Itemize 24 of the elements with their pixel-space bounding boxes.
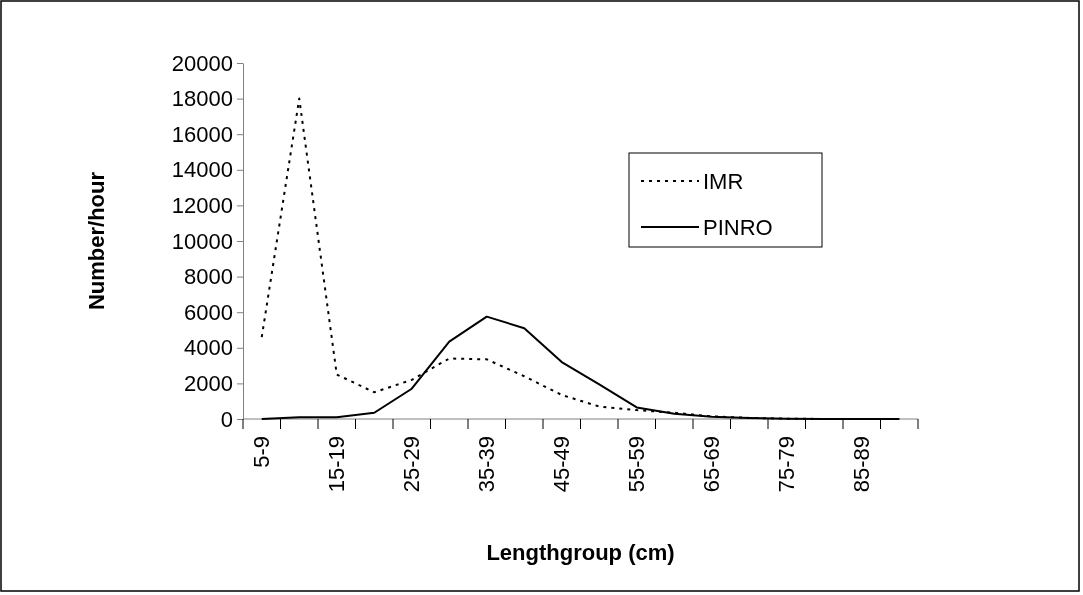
- y-axis-title: Number/hour: [84, 171, 109, 311]
- legend-label: IMR: [703, 169, 744, 194]
- x-tick-label: 35-39: [473, 436, 499, 493]
- y-tick-label: 8000: [184, 264, 233, 290]
- x-tick-label: 75-79: [773, 436, 799, 493]
- y-tick-label: 0: [220, 406, 233, 432]
- x-tick-label: 45-49: [548, 436, 574, 493]
- y-tick-label: 18000: [171, 86, 233, 112]
- x-tick-label: 15-19: [323, 436, 349, 493]
- legend-label: PINRO: [703, 215, 773, 240]
- y-tick-label: 16000: [171, 121, 233, 147]
- y-tick-label: 6000: [184, 299, 233, 325]
- y-tick-label: 4000: [184, 335, 233, 361]
- x-axis-title: Lengthgroup (cm): [486, 540, 675, 565]
- x-tick-label: 5-9: [248, 436, 274, 468]
- x-tick-label: 55-59: [623, 436, 649, 493]
- y-tick-label: 20000: [171, 50, 233, 76]
- y-tick-label: 10000: [171, 228, 233, 254]
- x-tick-label: 65-69: [698, 436, 724, 493]
- x-tick-label: 85-89: [848, 436, 874, 493]
- y-tick-label: 2000: [184, 370, 233, 396]
- y-tick-label: 12000: [171, 192, 233, 218]
- y-tick-label: 14000: [171, 157, 233, 183]
- x-tick-label: 25-29: [398, 436, 424, 493]
